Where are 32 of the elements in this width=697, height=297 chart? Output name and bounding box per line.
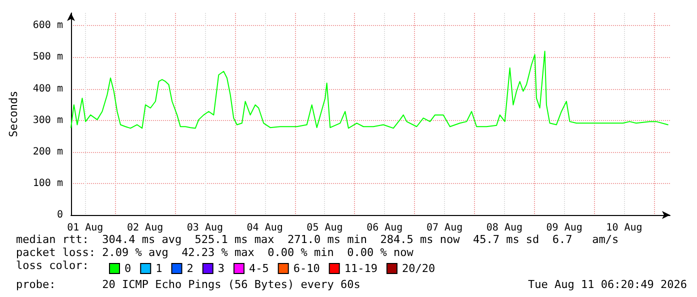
text: Tue Aug 11 06:20:49 2026 xyxy=(528,278,687,291)
text: median rtt: 304.4 ms avg 525.1 ms max 271.0 ms min 284.5 ms now 45.7 ms sd 6.7 am/s xyxy=(16,233,619,246)
x-tick-label: 07 Aug xyxy=(426,222,463,234)
legend-label: 20/20 xyxy=(402,262,436,275)
x-tick-label: 08 Aug xyxy=(486,222,523,234)
legend-label: 11-19 xyxy=(344,262,378,275)
legend-label: 4-5 xyxy=(248,262,269,275)
y-tick-label: 300 m xyxy=(32,114,63,126)
x-tick-label: 01 Aug xyxy=(67,222,104,234)
legend-label: 6-10 xyxy=(293,262,320,275)
y-tick-label: 600 m xyxy=(32,20,63,32)
y-tick-label: 200 m xyxy=(32,146,63,158)
legend-label: 2 xyxy=(186,262,194,275)
legend-label: 1 xyxy=(156,262,162,275)
legend-title: loss color: xyxy=(16,259,89,272)
x-tick-label: 10 Aug xyxy=(606,222,642,234)
y-tick-label: 100 m xyxy=(32,178,63,189)
text: probe: 20 ICMP Echo Pings (56 Bytes) every 60s xyxy=(16,278,360,291)
x-tick-label: 03 Aug xyxy=(186,222,224,234)
x-tick-label: 09 Aug xyxy=(546,222,582,234)
text: packet loss: 2.09 % avg 42.23 % max 0.00 % min 0.00 % now xyxy=(16,246,414,259)
x-tick-label: 06 Aug xyxy=(366,222,403,234)
line-series xyxy=(70,50,668,129)
y-tick-label: 400 m xyxy=(32,83,63,94)
x-tick-label: 02 Aug xyxy=(126,222,164,234)
y-tick-label: 0 xyxy=(56,210,63,220)
y-tick-label: 500 m xyxy=(32,52,63,63)
legend-label: 0 xyxy=(124,262,132,275)
y-axis-title: Seconds xyxy=(7,90,20,138)
x-tick-label: 05 Aug xyxy=(306,222,343,234)
x-tick-label: 04 Aug xyxy=(246,222,283,234)
legend-label: 3 xyxy=(218,262,224,275)
